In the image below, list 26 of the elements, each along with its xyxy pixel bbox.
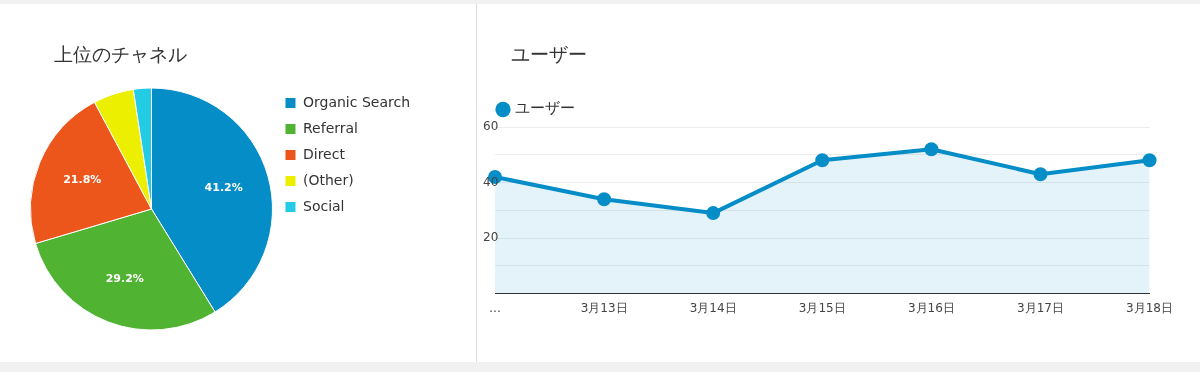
point bbox=[1033, 167, 1048, 182]
chart-title: ユーザー bbox=[511, 42, 587, 67]
legend-label: ユーザー bbox=[514, 99, 575, 118]
point bbox=[815, 153, 830, 168]
x-tick-label: 3月16日 bbox=[907, 300, 955, 315]
legend-label: (Other) bbox=[303, 171, 354, 188]
legend-label: Social bbox=[303, 197, 345, 214]
legend-label: Direct bbox=[303, 145, 346, 162]
point bbox=[597, 192, 612, 207]
data-label: 29.2% bbox=[105, 271, 144, 285]
point bbox=[706, 206, 721, 221]
legend-label: Referral bbox=[303, 119, 358, 136]
x-tick-label: 3月17日 bbox=[1017, 300, 1064, 315]
data-label: 41.2% bbox=[204, 181, 243, 195]
chart-title: 上位のチャネル bbox=[54, 42, 187, 67]
y-tick-label: 60 bbox=[483, 119, 499, 134]
x-tick-label: … bbox=[489, 300, 501, 315]
x-tick-label: 3月13日 bbox=[580, 300, 628, 315]
data-label: 21.8% bbox=[63, 172, 102, 186]
x-tick-label: 3月15日 bbox=[798, 300, 846, 315]
x-tick-label: 3月14日 bbox=[689, 300, 737, 315]
y-tick-label: 20 bbox=[483, 230, 499, 245]
point bbox=[924, 142, 939, 157]
x-tick-label: 3月18日 bbox=[1126, 300, 1173, 315]
point bbox=[1142, 153, 1157, 168]
legend-label: Organic Search bbox=[303, 93, 411, 110]
